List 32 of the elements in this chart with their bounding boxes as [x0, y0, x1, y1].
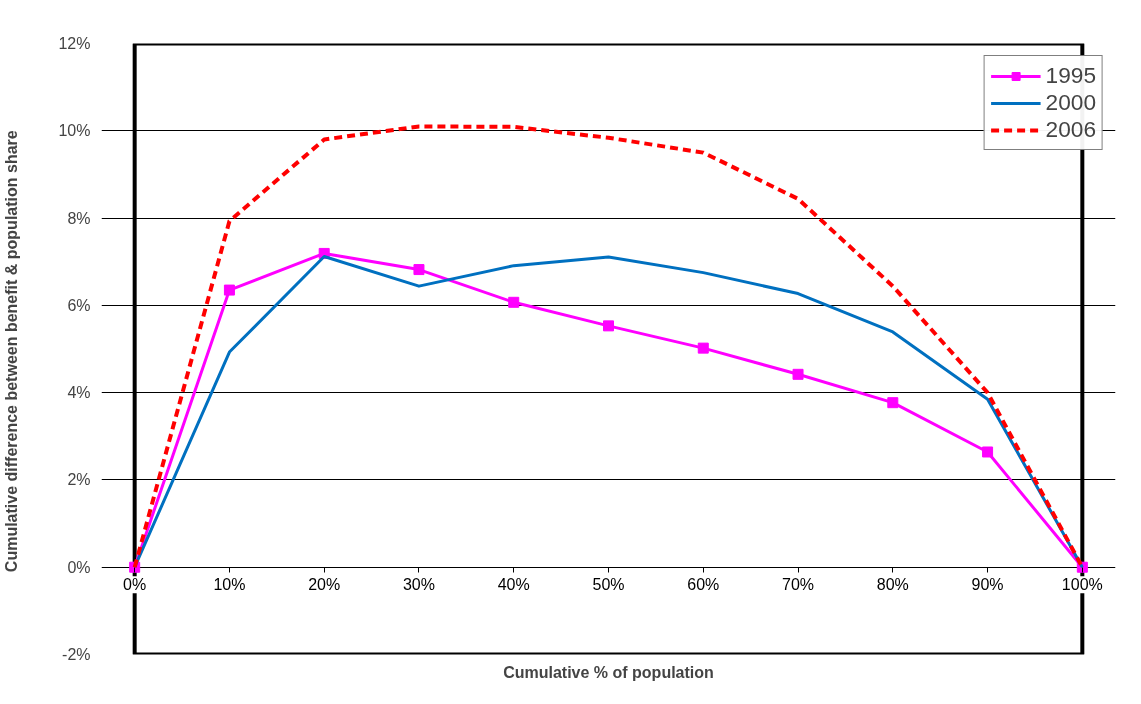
x-tick-label: 80%	[876, 576, 909, 594]
x-tick-label: 50%	[592, 576, 625, 594]
x-tick-label: 10%	[213, 576, 246, 594]
x-tick-label: 20%	[308, 576, 341, 594]
x-tick-label: 70%	[782, 576, 815, 594]
x-tick-label: 100%	[1061, 576, 1103, 594]
legend-label: 2006	[1045, 116, 1096, 143]
legend-label: 1995	[1045, 62, 1096, 89]
y-tick-label: 4%	[67, 384, 91, 402]
y-tick-label: 0%	[67, 558, 91, 576]
x-tick-label: 40%	[497, 576, 530, 594]
y-tick-label: 2%	[67, 471, 91, 489]
point	[413, 264, 425, 276]
x-axis-title: Cumulative % of population	[503, 664, 714, 681]
point	[792, 368, 804, 380]
x-tick-label: 0%	[123, 576, 147, 594]
x-tick-label: 90%	[971, 576, 1004, 594]
point	[982, 446, 994, 458]
y-tick-label: 12%	[58, 35, 91, 52]
point	[508, 296, 520, 308]
point	[697, 342, 709, 354]
x-tick-label: 30%	[402, 576, 435, 594]
point	[603, 320, 614, 332]
legend-label: 2000	[1045, 89, 1096, 116]
y-tick-label: 10%	[58, 122, 91, 140]
x-tick-label: 60%	[687, 576, 720, 594]
y-tick-label: -2%	[62, 646, 91, 663]
y-axis-title: Cumulative difference between benefit & population share	[3, 130, 21, 573]
y-tick-label: 8%	[67, 209, 91, 227]
point	[223, 284, 235, 296]
y-tick-label: 6%	[67, 296, 91, 314]
point	[887, 397, 899, 409]
